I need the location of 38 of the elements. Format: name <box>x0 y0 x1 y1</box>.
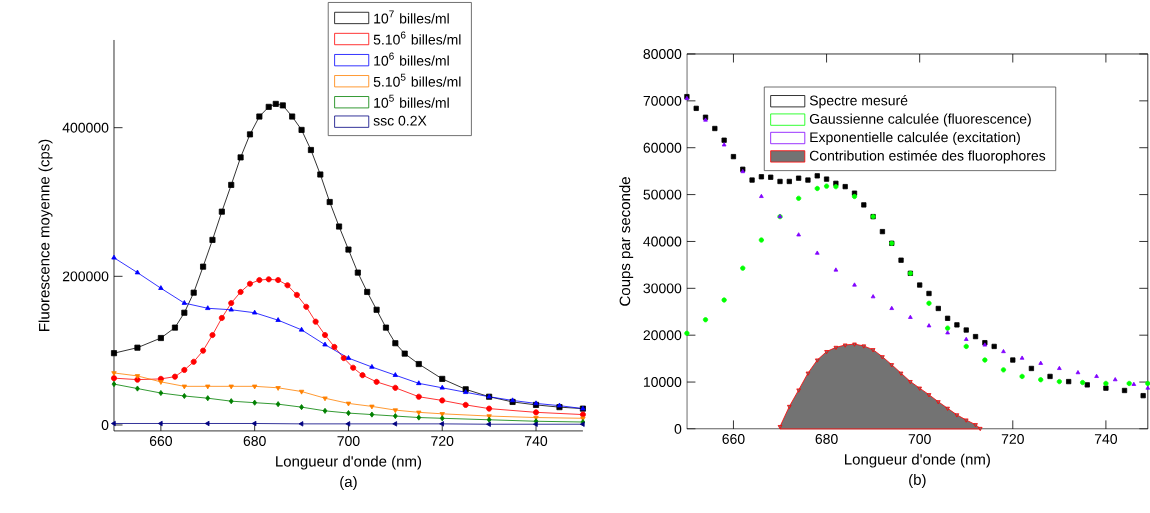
y-tick-label: 70000 <box>643 95 682 106</box>
x-tick-label: 680 <box>243 436 266 446</box>
y-tick-label: 60000 <box>643 142 682 153</box>
x-axis-title: Longueur d'onde (nm) <box>276 455 422 470</box>
legend-label: Spectre mesuré <box>809 95 908 109</box>
y-tick-label: 0 <box>101 420 109 430</box>
y-axis-title: Fluorescence moyenne (cps) <box>38 139 53 331</box>
x-tick-label: 700 <box>908 434 931 444</box>
legend-label: 5.10$^{6}$ billes/ml <box>373 31 461 45</box>
y-tick-label: 80000 <box>643 49 682 59</box>
text: (b) <box>909 474 926 488</box>
y-tick-label: 30000 <box>643 283 682 294</box>
y-tick-label: 10000 <box>643 377 682 388</box>
legend-label: Contribution estimée des fluorophores <box>809 150 1046 164</box>
text: (a) <box>340 476 357 490</box>
y-tick-label: 400000 <box>62 122 109 133</box>
x-tick-label: 740 <box>525 436 548 446</box>
y-tick-label: 20000 <box>643 330 682 341</box>
x-tick-label: 660 <box>722 434 745 444</box>
legend-label: ssc 0.2X <box>373 115 427 126</box>
legend-label: 10$^{6}$ billes/ml <box>374 52 449 66</box>
x-tick-label: 700 <box>337 436 360 446</box>
x-tick-label: 720 <box>1001 434 1024 444</box>
x-tick-label: 660 <box>149 436 173 446</box>
y-tick-label: 50000 <box>643 189 682 200</box>
y-tick-label: 0 <box>674 424 682 434</box>
y-tick-label: 40000 <box>643 236 682 247</box>
legend-label: Exponentielle calculée (excitation) <box>810 131 1020 146</box>
legend-label: 10$^{5}$ billes/ml <box>374 94 449 108</box>
legend-label: Gaussienne calculée (fluorescence) <box>809 113 1031 127</box>
x-tick-label: 680 <box>815 434 838 444</box>
legend-label: 5.10$^{5}$ billes/ml <box>373 73 461 87</box>
y-tick-label: 200000 <box>62 271 109 282</box>
x-axis-title: Longueur d'onde (nm) <box>845 453 990 468</box>
y-axis-title: Coups par seconde <box>619 177 634 306</box>
x-tick-label: 740 <box>1094 434 1118 444</box>
legend-label: 10$^{7}$ billes/ml <box>374 10 449 24</box>
x-tick-label: 720 <box>431 436 454 446</box>
